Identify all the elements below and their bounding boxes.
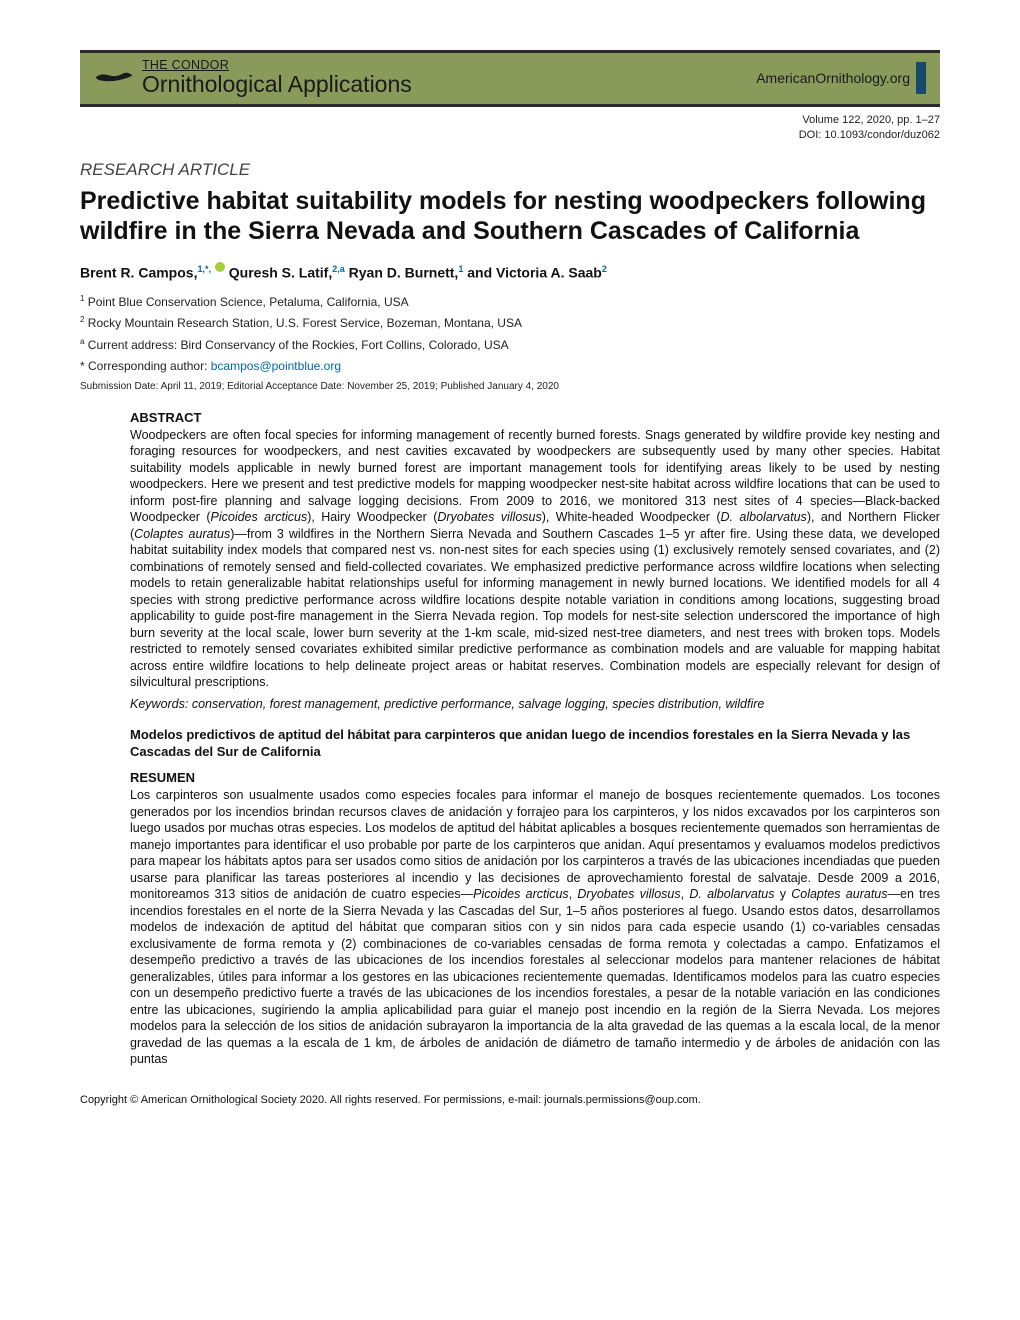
volume-info: Volume 122, 2020, pp. 1–27 DOI: 10.1093/… bbox=[80, 113, 940, 142]
journal-name-sub: Ornithological Applications bbox=[142, 72, 412, 96]
resumen-body: Los carpinteros son usualmente usados co… bbox=[130, 787, 940, 1068]
resumen-heading: RESUMEN bbox=[130, 770, 940, 785]
affiliation: 2 Rocky Mountain Research Station, U.S. … bbox=[80, 314, 940, 332]
abstract-body: Woodpeckers are often focal species for … bbox=[130, 427, 940, 691]
journal-banner: THE CONDOR Ornithological Applications A… bbox=[80, 50, 940, 107]
article-type: RESEARCH ARTICLE bbox=[80, 160, 940, 180]
banner-accent-block bbox=[916, 62, 926, 94]
abstract-heading: ABSTRACT bbox=[130, 410, 940, 425]
affiliation: 1 Point Blue Conservation Science, Petal… bbox=[80, 293, 940, 311]
submission-dates: Submission Date: April 11, 2019; Editori… bbox=[80, 381, 940, 392]
affiliation: a Current address: Bird Conservancy of t… bbox=[80, 336, 940, 354]
bird-icon bbox=[94, 65, 134, 91]
affiliation: * Corresponding author: bcampos@pointblu… bbox=[80, 358, 940, 375]
authors: Brent R. Campos,1,*, Quresh S. Latif,2,a… bbox=[80, 262, 940, 281]
journal-url[interactable]: AmericanOrnithology.org bbox=[756, 70, 910, 86]
spanish-title: Modelos predictivos de aptitud del hábit… bbox=[130, 727, 940, 761]
article-title: Predictive habitat suitability models fo… bbox=[80, 186, 940, 246]
keywords: Keywords: conservation, forest managemen… bbox=[130, 697, 940, 711]
copyright: Copyright © American Ornithological Soci… bbox=[80, 1094, 940, 1106]
